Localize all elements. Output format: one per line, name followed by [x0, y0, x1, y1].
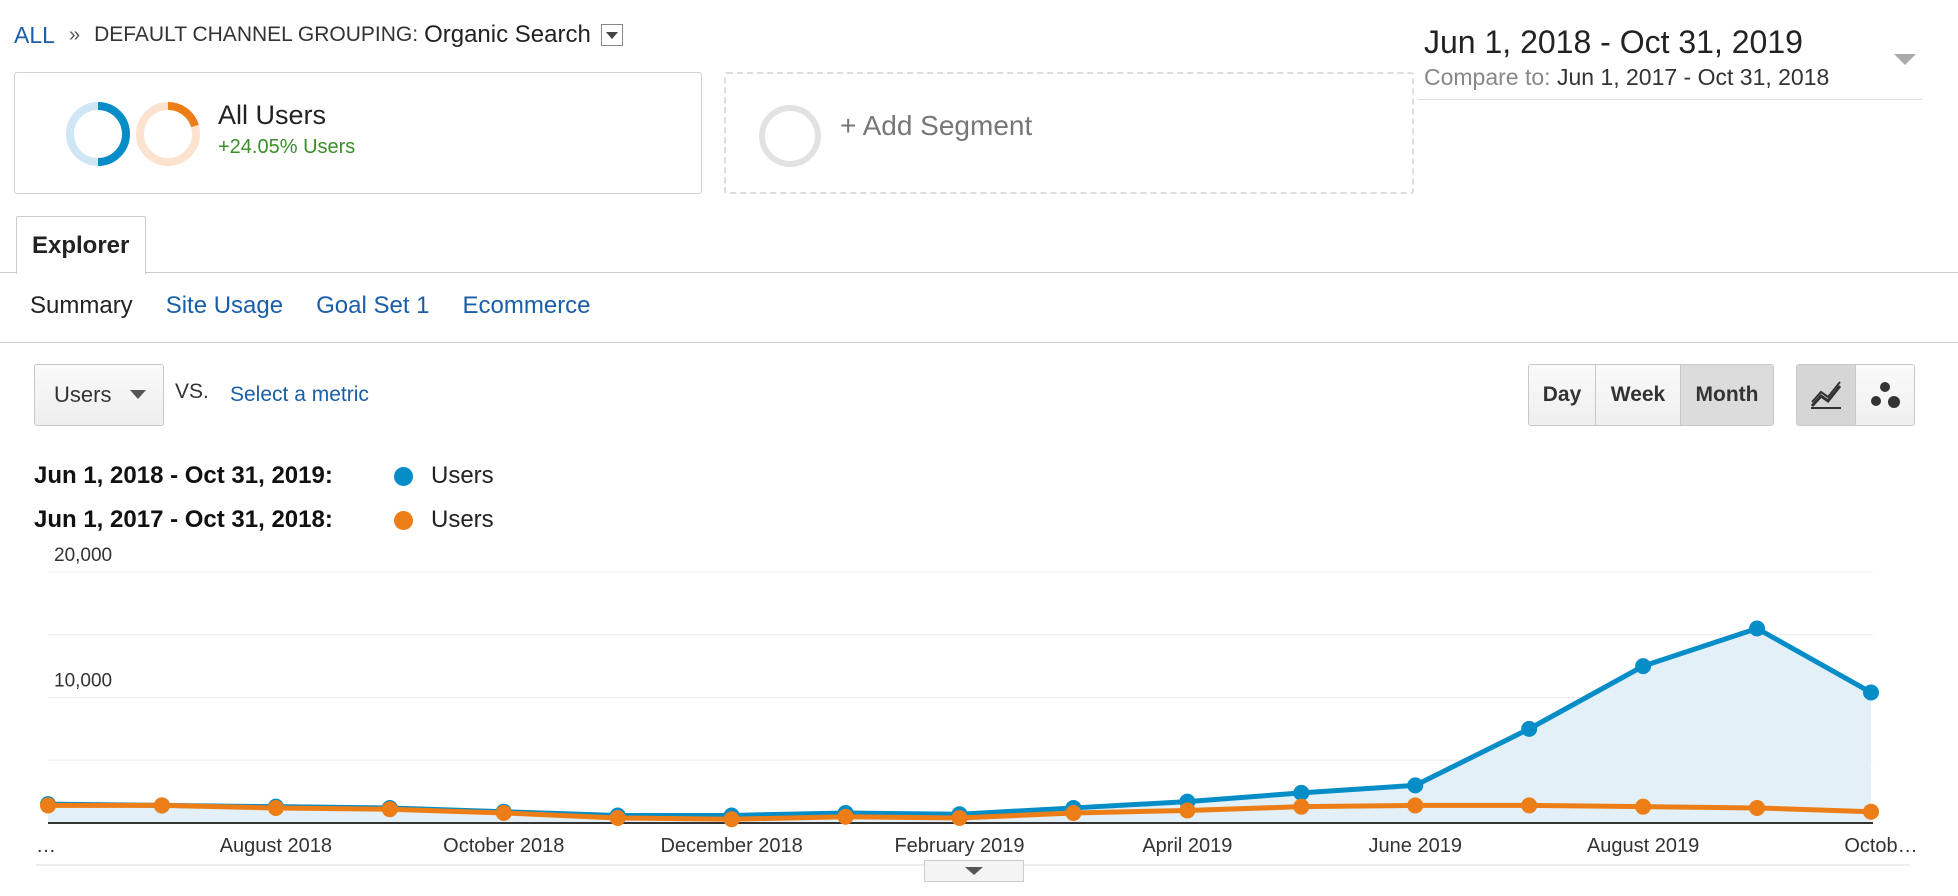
data-point-compare — [40, 797, 56, 814]
data-point-compare — [495, 804, 512, 821]
y-tick-label: 20,000 — [54, 545, 112, 566]
users-line-chart[interactable]: 20,000 10,000 … August 2018 October 2018 Dece… — [0, 540, 1958, 890]
add-segment-label: + Add Segment — [840, 110, 1033, 141]
data-point-compare — [1749, 799, 1766, 816]
date-range-underline — [1418, 99, 1922, 100]
granularity-day-button[interactable]: Day — [1529, 365, 1596, 425]
data-point-primary — [1407, 777, 1424, 794]
breadcrumb-separator: » — [68, 23, 81, 46]
x-tick-label: October 2018 — [443, 835, 564, 857]
granularity-week-button[interactable]: Week — [1596, 365, 1681, 425]
legend-primary: Jun 1, 2018 - Oct 31, 2019: Users — [34, 462, 494, 490]
data-point-compare — [267, 799, 284, 816]
data-point-compare — [837, 808, 854, 825]
line-chart-button[interactable] — [1797, 365, 1856, 425]
segment-donut-icons — [66, 101, 200, 166]
motion-chart-button[interactable] — [1856, 365, 1914, 425]
x-tick-label: February 2019 — [894, 835, 1024, 857]
add-segment-circle-icon — [759, 105, 821, 167]
compare-label: Compare to: — [1424, 64, 1551, 90]
date-range-main: Jun 1, 2018 - Oct 31, 2019 — [1424, 24, 1803, 60]
subtab-site-usage[interactable]: Site Usage — [165, 292, 284, 319]
vs-label: VS. — [175, 380, 209, 403]
segment-title: All Users — [218, 100, 327, 130]
segment-change: +24.05% Users — [218, 136, 356, 158]
x-tick-label: August 2018 — [220, 835, 332, 857]
date-range-compare: Compare to: Jun 1, 2017 - Oct 31, 2018 — [1424, 62, 1920, 92]
date-range-caret-icon[interactable] — [1894, 54, 1916, 65]
data-point-compare — [381, 801, 398, 818]
data-point-primary — [1521, 720, 1538, 737]
tab-explorer[interactable] — [16, 216, 146, 274]
tab-explorer-label: Explorer — [32, 232, 130, 259]
legend-compare-dot-icon — [394, 510, 413, 530]
data-point-compare — [1635, 798, 1652, 815]
granularity-month-button[interactable]: Month — [1681, 365, 1773, 425]
y-tick-label: 10,000 — [54, 671, 112, 692]
tab-active-cover — [17, 271, 145, 274]
data-point-compare — [1407, 797, 1424, 814]
segment-card-all-users[interactable] — [14, 72, 702, 194]
breadcrumb: ALL » DEFAULT CHANNEL GROUPING: Organic … — [14, 20, 623, 50]
data-point-compare — [1065, 804, 1082, 821]
primary-area-fill — [48, 628, 1871, 823]
breadcrumb-dropdown-button[interactable] — [600, 24, 623, 46]
legend-primary-range: Jun 1, 2018 - Oct 31, 2019: — [34, 462, 333, 489]
subtab-summary[interactable]: Summary — [30, 292, 133, 319]
motion-chart-icon — [1871, 382, 1900, 408]
chart-type-button-group — [1796, 364, 1915, 426]
x-tick-label: August 2019 — [1587, 835, 1699, 857]
data-point-compare — [153, 797, 170, 814]
data-point-primary — [1635, 658, 1652, 675]
subtab-bar: Summary Site Usage Goal Set 1 Ecommerce — [30, 292, 591, 320]
subtab-divider — [0, 342, 1958, 343]
legend-primary-metric: Users — [431, 462, 494, 489]
segment-primary-donut-icon — [66, 102, 130, 166]
data-point-primary — [1749, 620, 1766, 637]
metric-dropdown-label: Users — [54, 382, 112, 407]
data-point-compare — [1293, 798, 1310, 815]
chart-expand-handle[interactable] — [924, 860, 1024, 882]
granularity-button-group: Day Week Month — [1528, 364, 1774, 426]
x-tick-label: April 2019 — [1142, 835, 1232, 857]
data-point-primary — [1293, 784, 1310, 801]
subtab-goal-set-1[interactable]: Goal Set 1 — [316, 292, 430, 319]
legend-compare-range: Jun 1, 2017 - Oct 31, 2018: — [34, 506, 333, 533]
legend-primary-dot-icon — [394, 466, 413, 486]
data-point-compare — [1863, 803, 1879, 820]
data-point-compare — [1179, 802, 1196, 819]
tab-bar-divider — [0, 272, 1958, 273]
segment-compare-donut-icon — [136, 101, 200, 166]
legend-compare-metric: Users — [431, 506, 494, 533]
x-tick-label: Octob… — [1844, 835, 1917, 857]
compare-value: Jun 1, 2017 - Oct 31, 2018 — [1556, 64, 1830, 90]
legend-compare: Jun 1, 2017 - Oct 31, 2018: Users — [34, 506, 494, 534]
line-chart-icon — [1810, 381, 1842, 409]
date-range-picker[interactable]: Jun 1, 2018 - Oct 31, 2019 Compare to: J… — [1424, 22, 1920, 92]
breadcrumb-all-link[interactable]: ALL — [14, 21, 55, 48]
x-tick-label: June 2019 — [1369, 835, 1462, 857]
chevron-down-icon — [130, 390, 146, 399]
subtab-ecommerce[interactable]: Ecommerce — [462, 292, 591, 319]
x-tick-label: December 2018 — [660, 835, 802, 857]
breadcrumb-group-label: DEFAULT CHANNEL GROUPING: — [94, 23, 419, 46]
add-segment-button[interactable] — [724, 72, 1414, 194]
data-point-compare — [951, 809, 968, 826]
data-point-compare — [609, 809, 626, 826]
data-point-compare — [1521, 797, 1538, 814]
data-point-compare — [723, 811, 740, 828]
data-point-primary — [1863, 684, 1879, 701]
x-tick-label: … — [36, 835, 56, 857]
select-metric-link[interactable]: Select a metric — [230, 383, 369, 406]
breadcrumb-group-value: Organic Search — [424, 21, 591, 48]
